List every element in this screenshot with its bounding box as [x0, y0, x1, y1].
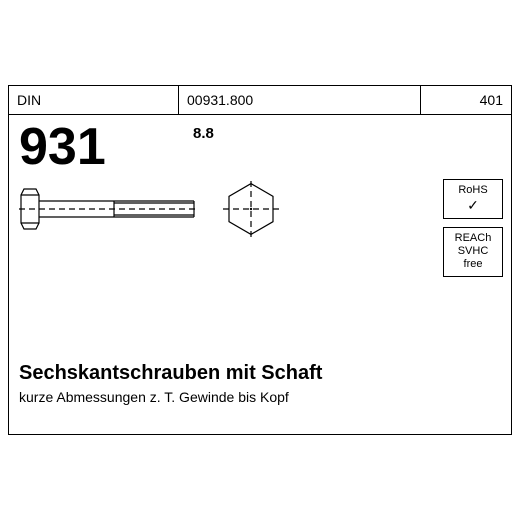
header-cell-din: DIN: [9, 86, 179, 114]
header-row: DIN 00931.800 401: [9, 86, 511, 115]
rohs-label: RoHS: [446, 184, 500, 197]
title-block: Sechskantschrauben mit Schaft kurze Abme…: [19, 362, 322, 405]
diagram-row: [19, 179, 279, 239]
bolt-side-view-icon: [19, 179, 199, 239]
product-card: DIN 00931.800 401 931 8.8 RoHS ✓: [8, 85, 512, 435]
product-subtitle: kurze Abmessungen z. T. Gewinde bis Kopf: [19, 389, 322, 405]
right-code: 401: [480, 92, 503, 108]
rohs-badge: RoHS ✓: [443, 179, 503, 219]
reach-badge: REACh SVHC free: [443, 227, 503, 277]
standard-number: 931: [19, 121, 501, 173]
product-title: Sechskantschrauben mit Schaft: [19, 362, 322, 385]
page: DIN 00931.800 401 931 8.8 RoHS ✓: [0, 0, 520, 520]
strength-grade: 8.8: [193, 125, 214, 142]
main-area: 931 8.8 RoHS ✓ REACh SVHC free Sechskant…: [9, 115, 511, 435]
compliance-badges: RoHS ✓ REACh SVHC free: [443, 179, 503, 285]
check-icon: ✓: [446, 197, 500, 214]
header-cell-code: 00931.800: [179, 86, 421, 114]
reach-line1: REACh: [446, 232, 500, 245]
header-cell-right: 401: [421, 86, 511, 114]
din-label: DIN: [17, 92, 41, 108]
product-code: 00931.800: [187, 92, 253, 108]
bolt-hex-view-icon: [223, 181, 279, 237]
reach-line2: SVHC: [446, 245, 500, 258]
reach-line3: free: [446, 258, 500, 271]
